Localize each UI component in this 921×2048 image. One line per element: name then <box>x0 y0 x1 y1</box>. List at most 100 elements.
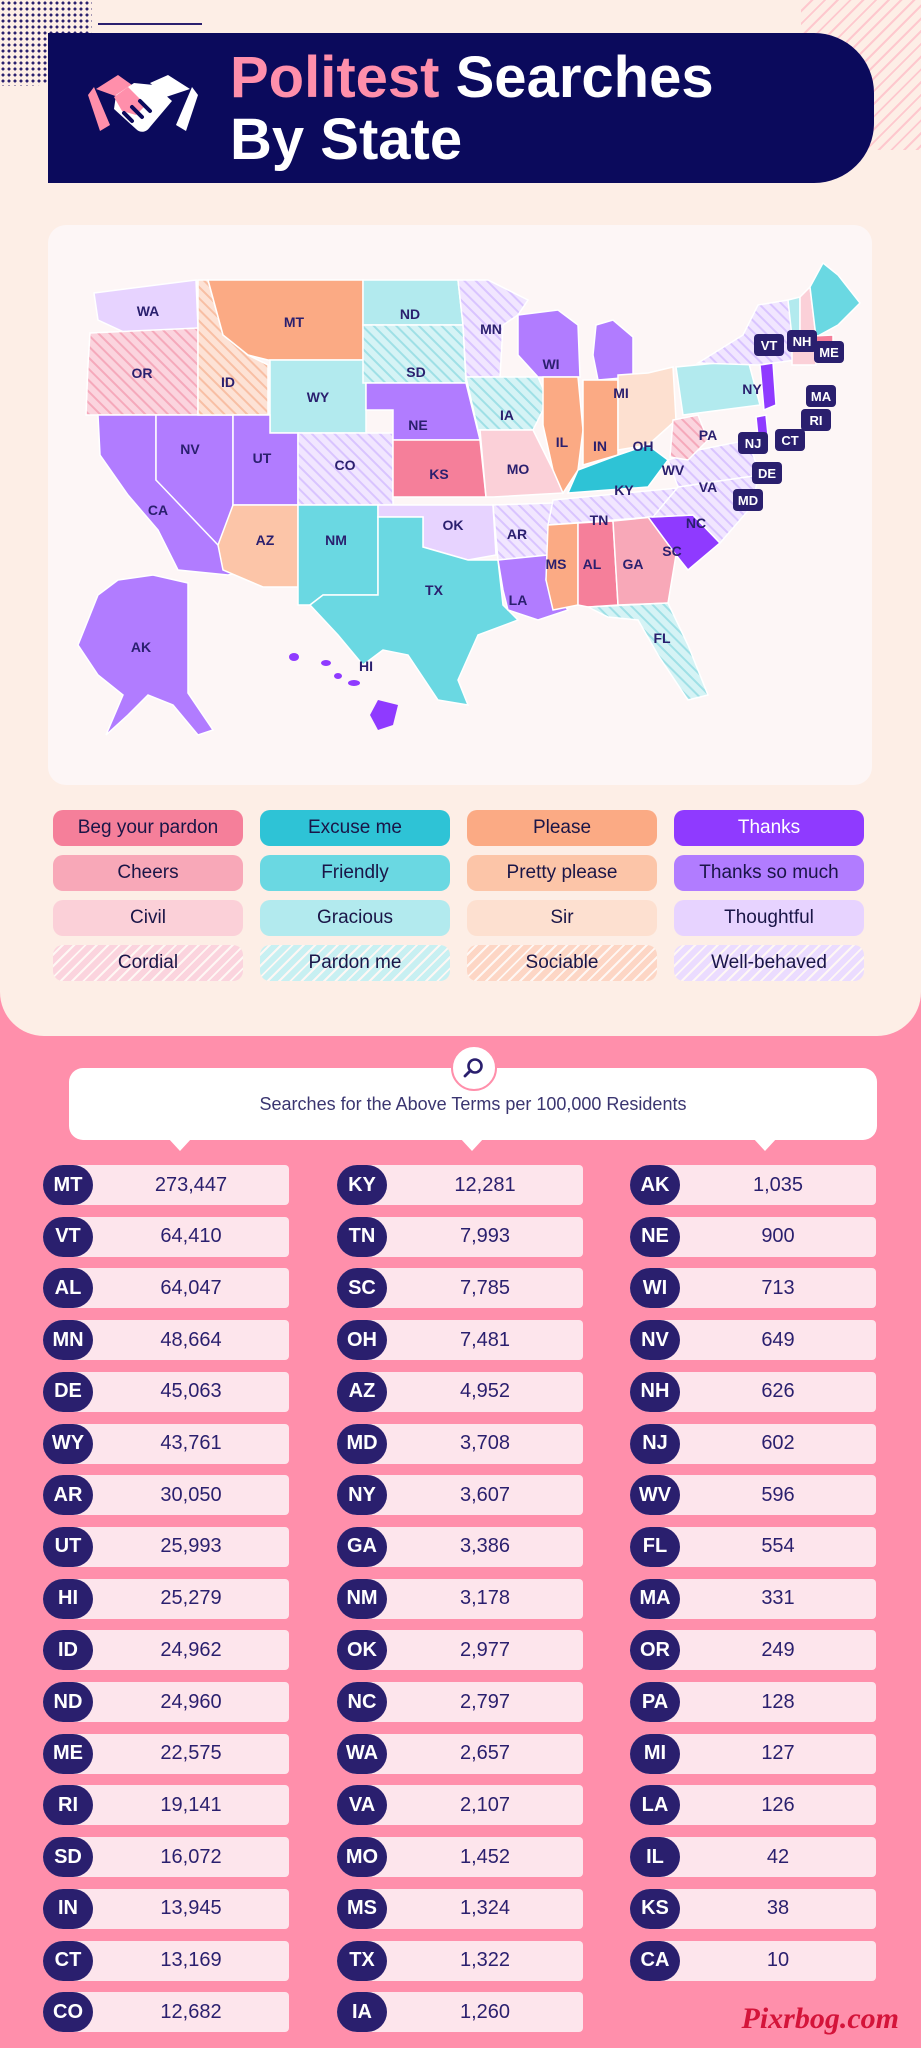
ranking-value: 16,072 <box>160 1845 222 1868</box>
map-label-GA: GA <box>623 556 644 572</box>
tag-MA <box>806 385 836 407</box>
ranking-value: 3,178 <box>459 1587 511 1610</box>
state-HI <box>289 653 398 730</box>
map-label-WV: WV <box>662 462 685 478</box>
map-label-WY: WY <box>307 389 330 405</box>
map-label-NM: NM <box>325 532 347 548</box>
ranking-row: IA 1,260 <box>337 1992 583 2033</box>
svg-text:VT: VT <box>761 338 778 353</box>
ranking-row: TN 7,993 <box>337 1216 583 1257</box>
state-WV <box>669 414 709 461</box>
ranking-state-code: IA <box>337 1992 387 2033</box>
ranking-value: 19,141 <box>160 1793 222 1816</box>
ranking-state-code: NM <box>337 1578 387 1619</box>
ranking-value: 2,107 <box>459 1793 511 1816</box>
ranking-row: MA 331 <box>630 1578 876 1619</box>
legend-item-gracious: Gracious <box>260 900 450 936</box>
ranking-state-code: DE <box>43 1371 93 1412</box>
ranking-value: 1,260 <box>459 2000 511 2023</box>
ranking-value: 25,993 <box>160 1535 222 1558</box>
ranking-row: NM 3,178 <box>337 1578 583 1619</box>
state-AK <box>77 574 215 736</box>
ranking-row: CA 10 <box>630 1940 876 1981</box>
ranking-value: 596 <box>761 1483 795 1506</box>
ranking-row: RI 19,141 <box>43 1785 289 1826</box>
svg-text:RI: RI <box>810 413 823 428</box>
ranking-row: UT 25,993 <box>43 1526 289 1567</box>
ranking-state-code: RI <box>43 1785 93 1826</box>
ranking-state-code: MN <box>43 1320 93 1361</box>
ranking-state-code: NV <box>630 1320 680 1361</box>
ranking-row: FL 554 <box>630 1526 876 1567</box>
ranking-row: OR 249 <box>630 1630 876 1671</box>
ranking-state-code: ID <box>43 1630 93 1671</box>
ranking-state-code: ND <box>43 1682 93 1722</box>
legend-item-cheers: Cheers <box>53 855 243 891</box>
tag-CT <box>775 429 805 451</box>
ranking-state-code: CO <box>43 1992 93 2033</box>
ranking-value: 249 <box>761 1638 795 1661</box>
tag-NH <box>787 330 817 352</box>
ranking-state-code: NY <box>337 1475 387 1516</box>
ranking-state-code: AR <box>43 1475 93 1516</box>
state-ME <box>809 261 862 339</box>
state-GA <box>612 516 677 606</box>
svg-text:DE: DE <box>758 466 776 481</box>
ranking-row: HI 25,279 <box>43 1578 289 1619</box>
ranking-state-code: CT <box>43 1940 93 1981</box>
map-label-MS: MS <box>546 556 567 572</box>
ranking-row: CT 13,169 <box>43 1940 289 1981</box>
ranking-value: 126 <box>761 1793 795 1816</box>
map-label-KS: KS <box>429 466 448 482</box>
ranking-row: KS 38 <box>630 1888 876 1929</box>
ranking-row: ND 24,960 <box>43 1682 289 1722</box>
ranking-value: 12,281 <box>454 1173 516 1196</box>
ranking-row: NE 900 <box>630 1216 876 1257</box>
svg-text:NJ: NJ <box>745 436 762 451</box>
svg-text:ME: ME <box>819 345 839 360</box>
ranking-state-code: WI <box>630 1268 680 1309</box>
ranking-row: OH 7,481 <box>337 1320 583 1361</box>
ranking-state-code: FL <box>630 1526 680 1567</box>
ranking-value: 3,386 <box>459 1535 511 1558</box>
title-line2: By State <box>230 107 463 172</box>
ranking-row: MO 1,452 <box>337 1837 583 1878</box>
ranking-state-code: TX <box>337 1940 387 1981</box>
ranking-value: 127 <box>761 1742 795 1765</box>
map-label-WI: WI <box>542 356 559 372</box>
ranking-value: 13,945 <box>160 1897 222 1920</box>
map-label-FL: FL <box>653 630 671 646</box>
map-label-SC: SC <box>662 543 681 559</box>
map-label-NV: NV <box>180 441 200 457</box>
ranking-row: OK 2,977 <box>337 1630 583 1671</box>
ranking-state-code: VT <box>43 1216 93 1257</box>
ranking-row: AL 64,047 <box>43 1268 289 1309</box>
ranking-value: 13,169 <box>160 1949 222 1971</box>
ranking-row: AZ 4,952 <box>337 1371 583 1412</box>
ranking-value: 30,050 <box>160 1483 222 1506</box>
ranking-value: 1,324 <box>459 1897 511 1920</box>
ranking-row: SC 7,785 <box>337 1268 583 1309</box>
ranking-row: TX 1,322 <box>337 1940 583 1981</box>
ranking-value: 128 <box>761 1690 795 1713</box>
state-NM <box>297 504 379 606</box>
ranking-state-code: WA <box>337 1733 387 1774</box>
ranking-value: 1,035 <box>752 1173 804 1196</box>
ranking-state-code: UT <box>43 1526 93 1567</box>
ranking-row: ME 22,575 <box>43 1733 289 1774</box>
tag-ME <box>814 341 844 363</box>
svg-text:MD: MD <box>738 493 758 508</box>
ranking-value: 10 <box>766 1949 790 1971</box>
map-label-IN: IN <box>593 438 607 454</box>
legend-item-excuse-me: Excuse me <box>260 810 450 846</box>
map-label-AL: AL <box>583 556 602 572</box>
title-accent: Politest <box>230 45 440 110</box>
ranking-row: SD 16,072 <box>43 1837 289 1878</box>
ranking-row: ID 24,962 <box>43 1630 289 1671</box>
map-label-NE: NE <box>408 417 427 433</box>
legend-item-civil: Civil <box>53 900 243 936</box>
ranking-value: 900 <box>761 1225 795 1248</box>
map-label-MN: MN <box>480 321 502 337</box>
ranking-row: WV 596 <box>630 1475 876 1516</box>
ranking-state-code: AZ <box>337 1371 387 1412</box>
